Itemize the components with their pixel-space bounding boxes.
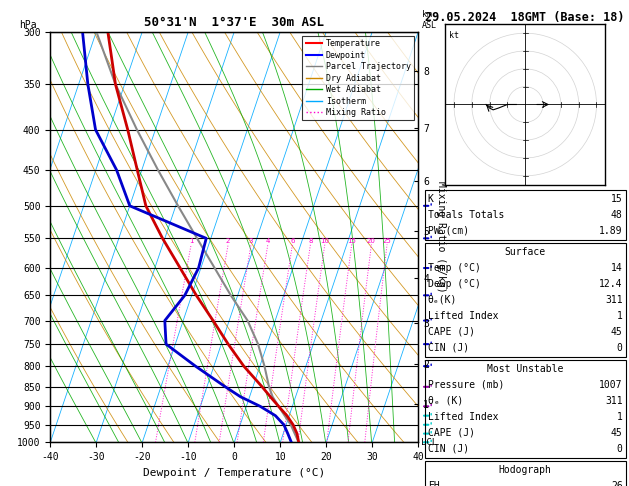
Text: Temp (°C): Temp (°C) — [428, 262, 481, 273]
Text: 29.05.2024  18GMT (Base: 18): 29.05.2024 18GMT (Base: 18) — [425, 11, 625, 23]
Text: Totals Totals: Totals Totals — [428, 209, 504, 220]
Text: K: K — [428, 193, 433, 204]
Text: 48: 48 — [611, 209, 623, 220]
Text: 6: 6 — [290, 239, 294, 244]
Y-axis label: Mixing Ratio (g/kg): Mixing Ratio (g/kg) — [436, 181, 446, 293]
Text: 1: 1 — [617, 311, 623, 321]
Text: 2: 2 — [226, 239, 230, 244]
Text: 311: 311 — [605, 295, 623, 305]
Text: 45: 45 — [611, 327, 623, 337]
Text: EH: EH — [428, 481, 440, 486]
Text: 15: 15 — [347, 239, 356, 244]
Text: 0: 0 — [617, 444, 623, 454]
Text: Lifted Index: Lifted Index — [428, 412, 498, 422]
Text: Surface: Surface — [504, 246, 546, 257]
Text: Lifted Index: Lifted Index — [428, 311, 498, 321]
Text: 15: 15 — [611, 193, 623, 204]
Text: CAPE (J): CAPE (J) — [428, 428, 475, 438]
Text: CAPE (J): CAPE (J) — [428, 327, 475, 337]
Text: Pressure (mb): Pressure (mb) — [428, 380, 504, 390]
Text: 14: 14 — [611, 262, 623, 273]
Text: 10: 10 — [320, 239, 330, 244]
Text: kt: kt — [448, 32, 459, 40]
Text: 45: 45 — [611, 428, 623, 438]
Text: 26: 26 — [611, 481, 623, 486]
Text: 1.89: 1.89 — [599, 226, 623, 236]
Text: CIN (J): CIN (J) — [428, 343, 469, 353]
Text: LCL: LCL — [421, 438, 437, 447]
Text: 4: 4 — [265, 239, 270, 244]
Text: 311: 311 — [605, 396, 623, 406]
Text: 20: 20 — [367, 239, 376, 244]
Text: 1007: 1007 — [599, 380, 623, 390]
Text: 25: 25 — [382, 239, 391, 244]
Text: km
ASL: km ASL — [422, 10, 437, 30]
Text: CIN (J): CIN (J) — [428, 444, 469, 454]
Text: Dewp (°C): Dewp (°C) — [428, 278, 481, 289]
Legend: Temperature, Dewpoint, Parcel Trajectory, Dry Adiabat, Wet Adiabat, Isotherm, Mi: Temperature, Dewpoint, Parcel Trajectory… — [303, 36, 414, 121]
Text: Most Unstable: Most Unstable — [487, 364, 564, 374]
X-axis label: Dewpoint / Temperature (°C): Dewpoint / Temperature (°C) — [143, 468, 325, 478]
Title: 50°31'N  1°37'E  30m ASL: 50°31'N 1°37'E 30m ASL — [144, 16, 325, 29]
Text: θₑ(K): θₑ(K) — [428, 295, 457, 305]
Text: 0: 0 — [617, 343, 623, 353]
Text: Hodograph: Hodograph — [499, 465, 552, 475]
Text: 8: 8 — [308, 239, 313, 244]
Text: 1: 1 — [189, 239, 193, 244]
Text: 3: 3 — [248, 239, 253, 244]
Text: 1: 1 — [617, 412, 623, 422]
Text: θₑ (K): θₑ (K) — [428, 396, 463, 406]
Text: 12.4: 12.4 — [599, 278, 623, 289]
Text: hPa: hPa — [19, 19, 36, 30]
Text: PW (cm): PW (cm) — [428, 226, 469, 236]
